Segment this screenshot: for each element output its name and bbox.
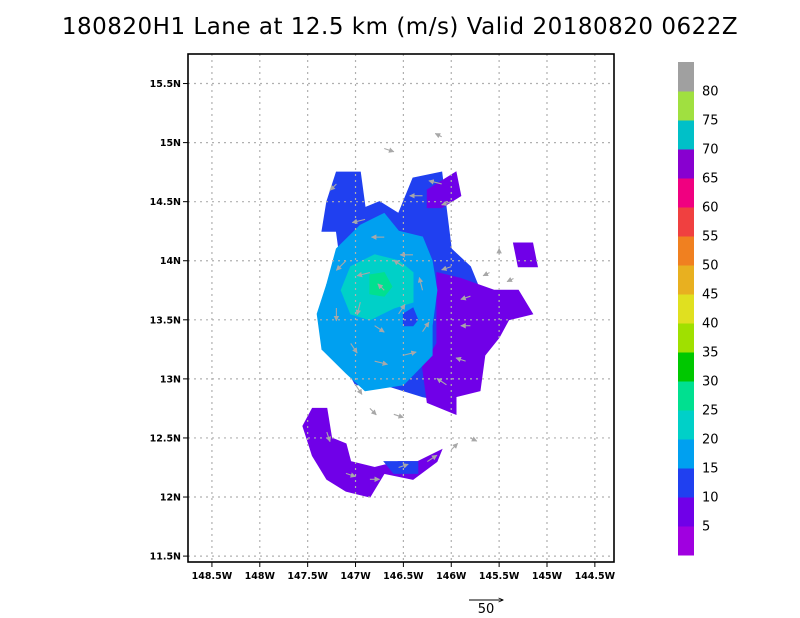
- colorbar-label: 70: [702, 143, 719, 158]
- colorbar-label: 5: [702, 520, 710, 535]
- colorbar-label: 35: [702, 346, 719, 361]
- colorbar-label: 60: [702, 201, 719, 216]
- colorbar-segment: [678, 439, 694, 469]
- colorbar-segment: [678, 62, 694, 92]
- wind-arrow: [345, 472, 357, 478]
- vector-scale-label: 50: [478, 602, 495, 617]
- x-tick-label: 148W: [245, 571, 276, 582]
- wind-arrow: [417, 276, 424, 291]
- wind-arrow: [398, 463, 409, 469]
- wind-arrow: [428, 179, 442, 185]
- wind-arrow: [436, 377, 447, 386]
- y-tick-label: 15N: [160, 138, 181, 149]
- wind-arrow: [470, 436, 478, 442]
- wind-speed-regions: [302, 171, 539, 498]
- x-tick-label: 147.5W: [287, 571, 328, 582]
- colorbar-segment: [678, 468, 694, 498]
- wind-arrow: [351, 218, 366, 225]
- wind-arrow: [393, 259, 404, 268]
- wind-region-5-10: [302, 407, 443, 498]
- y-tick-label: 13.5N: [150, 315, 181, 326]
- x-tick-label: 145W: [532, 571, 563, 582]
- wind-arrow: [356, 271, 371, 278]
- wind-arrow: [403, 350, 417, 356]
- wind-arrow: [427, 454, 438, 463]
- wind-arrow: [369, 408, 377, 416]
- wind-arrow: [422, 321, 430, 332]
- colorbar-label: 80: [702, 85, 719, 100]
- y-axis: 11.5N 12N 12.5N 13N 13.5N 14N 14.5N 15N 15.5N: [150, 79, 188, 563]
- colorbar-segment: [678, 497, 694, 527]
- vector-scale-legend: 50: [469, 600, 503, 617]
- colorbar-segment: [678, 526, 694, 556]
- wind-arrow: [450, 442, 459, 451]
- wind-arrow: [384, 147, 395, 153]
- wind-region-5-10: [512, 242, 539, 268]
- wind-arrow: [374, 325, 385, 333]
- plot-frame: [187, 53, 615, 563]
- x-axis: 148.5W 148W 147.5W 147W 146.5W 146W 145.5W 145W…: [192, 562, 616, 582]
- colorbar-label: 30: [702, 375, 719, 390]
- colorbar-segment: [678, 352, 694, 382]
- y-tick-label: 11.5N: [150, 552, 181, 563]
- colorbar-label: 20: [702, 433, 719, 448]
- wind-arrow: [460, 295, 471, 301]
- wind-arrow: [335, 260, 347, 271]
- x-tick-label: 147W: [340, 571, 371, 582]
- y-tick-label: 14N: [160, 256, 181, 267]
- colorbar-segment: [678, 149, 694, 179]
- y-tick-label: 14.5N: [150, 197, 181, 208]
- wind-arrow: [441, 265, 452, 271]
- wind-region-10-15: [383, 461, 419, 474]
- colorbar-label: 10: [702, 491, 719, 506]
- colorbar-segment: [678, 323, 694, 353]
- colorbar-segment: [678, 265, 694, 295]
- colorbar-segment: [678, 207, 694, 237]
- x-tick-label: 146W: [436, 571, 467, 582]
- colorbar-segment: [678, 410, 694, 440]
- colorbar-segment: [678, 178, 694, 208]
- colorbar-label: 50: [702, 259, 719, 274]
- colorbar-label: 75: [702, 114, 719, 129]
- colorbar-segment: [678, 91, 694, 121]
- colorbar-segment: [678, 381, 694, 411]
- y-tick-label: 12.5N: [150, 433, 181, 444]
- wind-arrow: [350, 343, 358, 354]
- colorbar-label: 55: [702, 230, 719, 245]
- wind-arrow: [482, 271, 490, 277]
- wind-region-5-10: [421, 271, 534, 416]
- x-tick-label: 148.5W: [192, 571, 233, 582]
- x-tick-label: 144.5W: [575, 571, 616, 582]
- wind-region-10-15: [402, 307, 419, 327]
- colorbar-label: 25: [702, 404, 719, 419]
- colorbar-segment: [678, 294, 694, 324]
- colorbar-segment: [678, 236, 694, 266]
- colorbar-segment: [678, 120, 694, 150]
- y-tick-label: 15.5N: [150, 79, 181, 90]
- x-tick-label: 145.5W: [479, 571, 520, 582]
- wind-arrow: [355, 384, 363, 395]
- wind-arrow: [434, 133, 442, 139]
- colorbar-label: 65: [702, 172, 719, 187]
- wind-arrow: [355, 301, 361, 316]
- x-tick-label: 146.5W: [383, 571, 424, 582]
- y-tick-label: 12N: [160, 493, 181, 504]
- colorbar-label: 40: [702, 317, 719, 332]
- colorbar-label: 15: [702, 462, 719, 477]
- wind-arrow: [441, 200, 452, 206]
- wind-arrow: [393, 413, 404, 419]
- chart-title: 180820H1 Lane at 12.5 km (m/s) Valid 201…: [61, 14, 739, 40]
- wind-arrow: [325, 431, 332, 443]
- y-tick-label: 13N: [160, 374, 181, 385]
- wind-arrow: [506, 276, 514, 283]
- colorbar: 5 10 15 20 25 30 35 40 45 50 55 60 65 70 75 80: [678, 62, 719, 556]
- wind-vectors: [325, 133, 514, 483]
- wind-arrow: [329, 183, 337, 191]
- colorbar-label: 45: [702, 288, 719, 303]
- wind-arrow: [374, 360, 389, 366]
- wind-arrow: [455, 356, 466, 363]
- wind-arrow: [398, 303, 406, 315]
- wind-arrow: [377, 283, 385, 291]
